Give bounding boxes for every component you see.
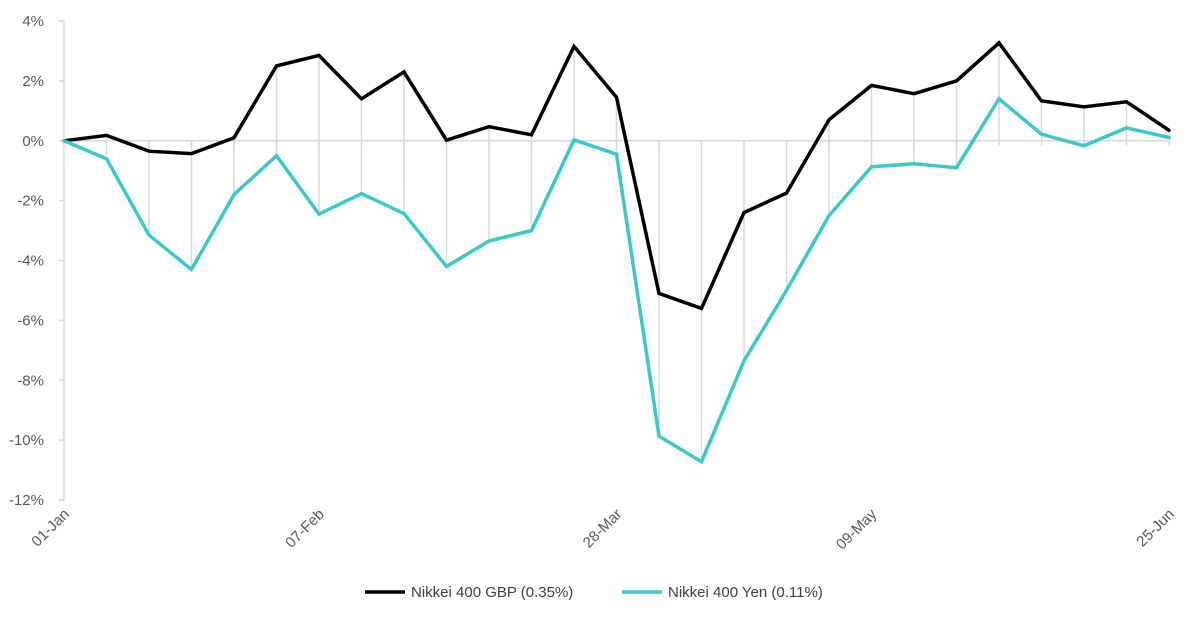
y-tick-label: 4% [22,13,44,30]
x-axis: 01-Jan 07-Feb 28-Mar 09-May 25-Jun [28,140,1178,553]
x-tick-label: 28-Mar [580,506,626,552]
legend-label: Nikkei 400 GBP (0.35%) [411,584,573,601]
x-tick-label: 25-Jun [1133,506,1177,550]
y-tick-label: 0% [22,133,44,150]
y-tick-label: -6% [17,312,44,329]
series-line-gbp [62,40,1171,311]
y-tick-label: -4% [17,253,44,270]
x-tick-label: 07-Feb [282,506,328,552]
y-tick-label: -12% [9,492,44,509]
y-tick-label: -8% [17,372,44,389]
series-lines [62,40,1171,465]
y-tick-label: -10% [9,432,44,449]
series-line-yen [62,96,1171,465]
legend-label: Nikkei 400 Yen (0.11%) [668,584,823,601]
x-tick-label: 01-Jan [28,506,72,550]
y-axis: 4% 2% 0% -2% -4% -6% -8% -10% -12% [9,13,65,509]
legend: Nikkei 400 GBP (0.35%) Nikkei 400 Yen (0.… [365,584,823,601]
x-tick-label: 09-May [833,505,881,553]
y-tick-label: 2% [22,73,44,90]
y-tick-label: -2% [17,193,44,210]
